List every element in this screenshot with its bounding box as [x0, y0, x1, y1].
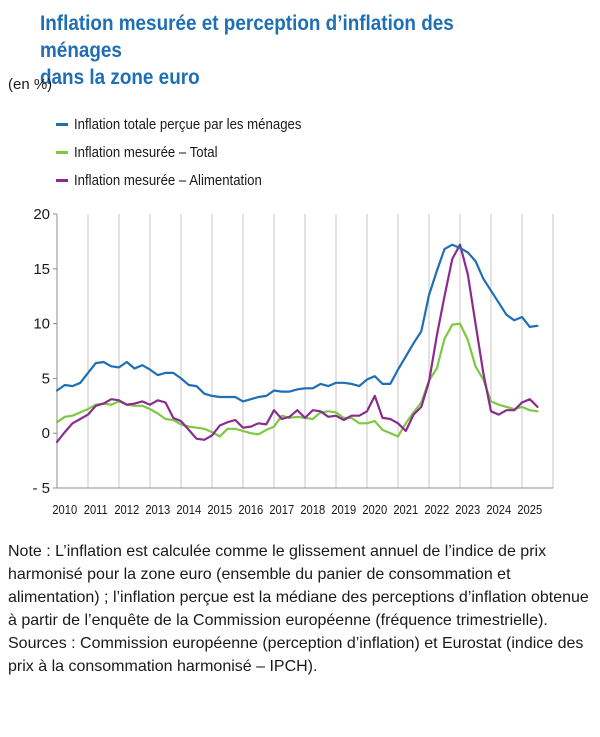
y-tick-label: 10	[33, 316, 50, 333]
note-text: Note : L’inflation est calculée comme le…	[8, 543, 589, 606]
legend-item-measured-total: Inflation mesurée – Total	[56, 138, 333, 166]
note-text-continued: à partir de l’enquête de la Commission e…	[8, 612, 548, 629]
legend-swatch-perceived	[56, 122, 68, 126]
x-tick-label: 2015	[207, 502, 232, 517]
series-line-measured-food	[55, 243, 539, 444]
x-tick-label: 2018	[300, 502, 325, 517]
series-line-measured-total	[55, 322, 539, 438]
unit-label: (en %)	[8, 76, 53, 93]
x-tick-label: 2025	[517, 502, 542, 517]
chart-grid	[56, 214, 554, 488]
x-tick-label: 2023	[455, 502, 480, 517]
legend-item-perceived: Inflation totale perçue par les ménages	[56, 110, 333, 138]
legend-label-measured-food: Inflation mesurée – Alimentation	[74, 171, 262, 189]
chart-title-line-1: Inflation mesurée et perception d’inflat…	[40, 12, 454, 62]
x-tick-label: 2014	[176, 502, 201, 517]
x-tick-label: 2024	[486, 502, 511, 517]
legend-swatch-measured-food	[56, 178, 68, 182]
y-tick-label: 15	[33, 261, 50, 278]
legend-swatch-measured-total	[56, 150, 68, 154]
y-tick-label: 0	[42, 425, 50, 442]
x-tick-label: 2019	[331, 502, 356, 517]
y-tick-label: 20	[33, 206, 50, 223]
x-tick-label: 2012	[114, 502, 139, 517]
chart-title-line-2: dans la zone euro	[40, 66, 200, 89]
legend-label-perceived: Inflation totale perçue par les ménages	[74, 115, 302, 133]
note-block: Note : L’inflation est calculée comme le…	[8, 540, 593, 678]
x-tick-label: 2013	[145, 502, 170, 517]
x-tick-label: 2017	[269, 502, 294, 517]
x-tick-label: 2020	[362, 502, 387, 517]
x-tick-label: 2022	[424, 502, 449, 517]
legend-label-measured-total: Inflation mesurée – Total	[74, 143, 218, 161]
y-tick-label: - 5	[32, 480, 50, 497]
chart-axes	[53, 213, 553, 489]
series-line-perceived	[55, 243, 539, 403]
chart-title: Inflation mesurée et perception d’inflat…	[40, 10, 526, 91]
chart-series	[55, 243, 539, 444]
x-tick-label: 2016	[238, 502, 263, 517]
x-tick-label: 2021	[393, 502, 418, 517]
legend: Inflation totale perçue par les ménages …	[56, 110, 333, 194]
sources-text: Sources : Commission européenne (percept…	[8, 635, 584, 675]
y-tick-label: 5	[42, 370, 50, 387]
legend-item-measured-food: Inflation mesurée – Alimentation	[56, 166, 333, 194]
x-tick-label: 2010	[52, 502, 77, 517]
x-tick-label: 2011	[84, 502, 108, 517]
